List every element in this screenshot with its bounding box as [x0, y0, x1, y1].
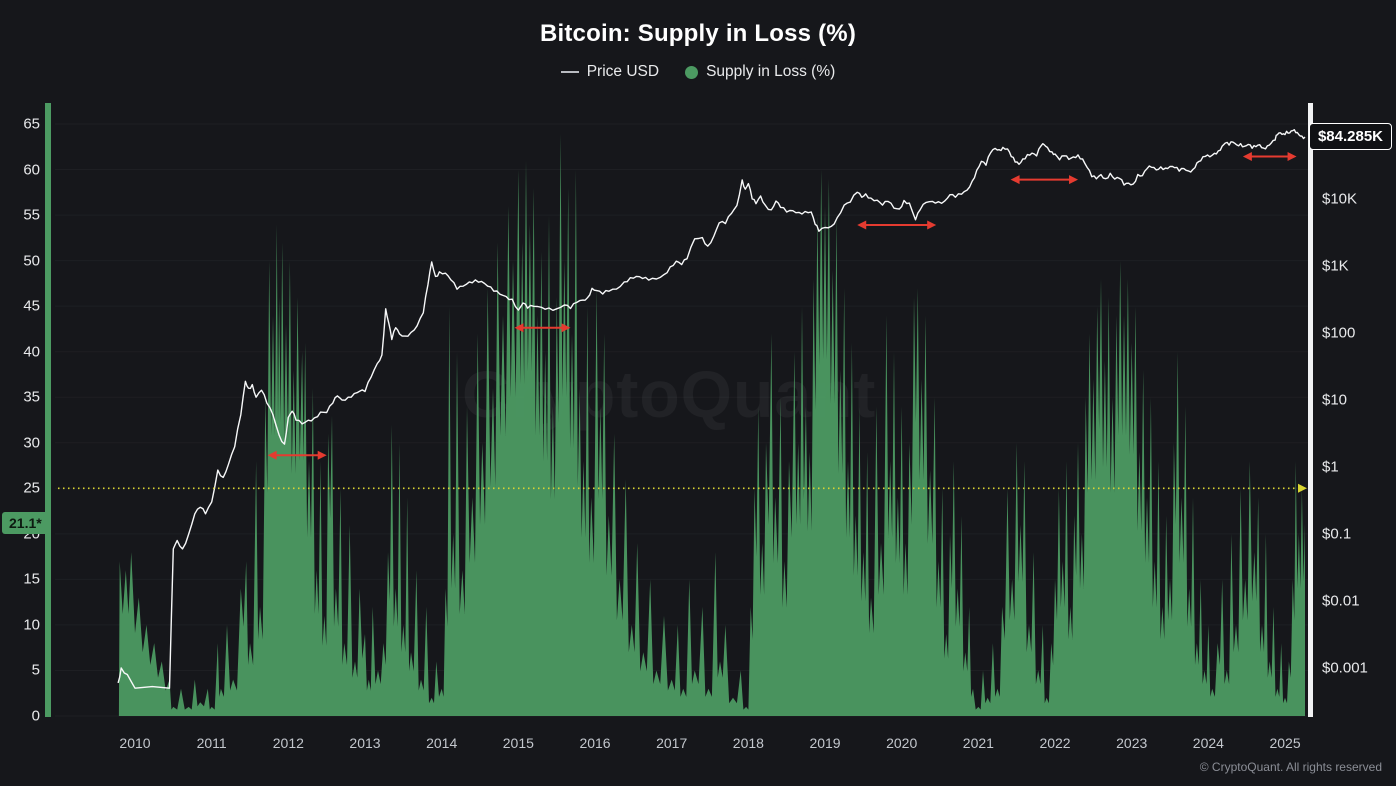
trend-arrow-head-icon [1010, 175, 1020, 185]
trend-arrow-head-icon [317, 450, 327, 460]
trend-arrow-head-icon [514, 323, 524, 333]
legend-price-label: Price USD [586, 63, 660, 80]
legend-item-supply[interactable]: Supply in Loss (%) [685, 63, 835, 81]
supply-in-loss-area [118, 133, 1306, 717]
left-axis-bar [45, 103, 51, 717]
price-line-swatch-icon [560, 71, 579, 73]
legend-item-price[interactable]: Price USD [560, 63, 660, 81]
legend: Price USD Supply in Loss (%) [0, 63, 1396, 81]
current-supply-badge: 21.1* [2, 511, 49, 534]
supply-area-swatch-icon [685, 65, 699, 79]
trend-arrow-head-icon [1287, 152, 1297, 162]
price-line [117, 129, 1306, 689]
threshold-arrow-icon [1298, 483, 1307, 493]
trend-arrow-head-icon [267, 450, 277, 460]
trend-arrow-head-icon [857, 220, 867, 230]
trend-arrow-head-icon [927, 220, 937, 230]
trend-arrow-head-icon [1242, 152, 1252, 162]
right-axis-bar [1308, 103, 1313, 717]
current-price-badge: $84.285K [1308, 122, 1392, 150]
legend-supply-label: Supply in Loss (%) [706, 63, 836, 80]
trend-arrow-head-icon [1069, 175, 1079, 185]
copyright: © CryptoQuant. All rights reserved [1199, 760, 1382, 774]
trend-arrow-head-icon [561, 323, 571, 333]
chart-title: Bitcoin: Supply in Loss (%) [539, 20, 857, 47]
